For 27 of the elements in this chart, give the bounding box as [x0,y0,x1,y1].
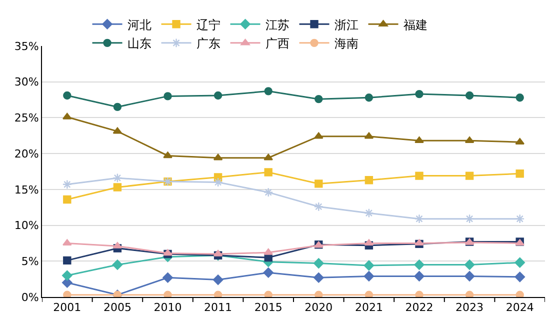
legend-label: 广东 [196,36,220,51]
legend-label: 海南 [334,36,358,51]
y-tick-label: 30% [14,76,39,89]
x-tick-label: 2023 [456,301,484,314]
legend-label: 广西 [265,36,290,51]
legend-label: 山东 [127,36,152,51]
legend-label: 辽宁 [196,18,220,32]
x-tick-label: 2020 [304,301,333,314]
y-tick-label: 5% [21,254,39,268]
y-tick-label: 20% [14,147,39,160]
x-tick-label: 2005 [103,301,132,314]
legend-label: 福建 [403,18,428,32]
y-tick-label: 35% [14,40,39,53]
x-tick-label: 2015 [254,301,282,314]
legend-label: 河北 [127,18,152,32]
x-tick-label: 2011 [204,301,232,314]
x-tick-label: 2010 [154,301,182,314]
y-tick-label: 0% [21,290,39,304]
x-tick-label: 2024 [506,301,534,314]
legend-label: 江苏 [265,18,290,32]
y-tick-label: 10% [14,219,39,232]
legend-label: 浙江 [334,18,358,32]
y-tick-label: 15% [14,183,39,196]
x-tick-label: 2021 [354,301,383,314]
y-tick-label: 25% [14,112,39,125]
x-tick-label: 2001 [53,301,82,314]
x-tick-label: 2022 [405,301,434,314]
